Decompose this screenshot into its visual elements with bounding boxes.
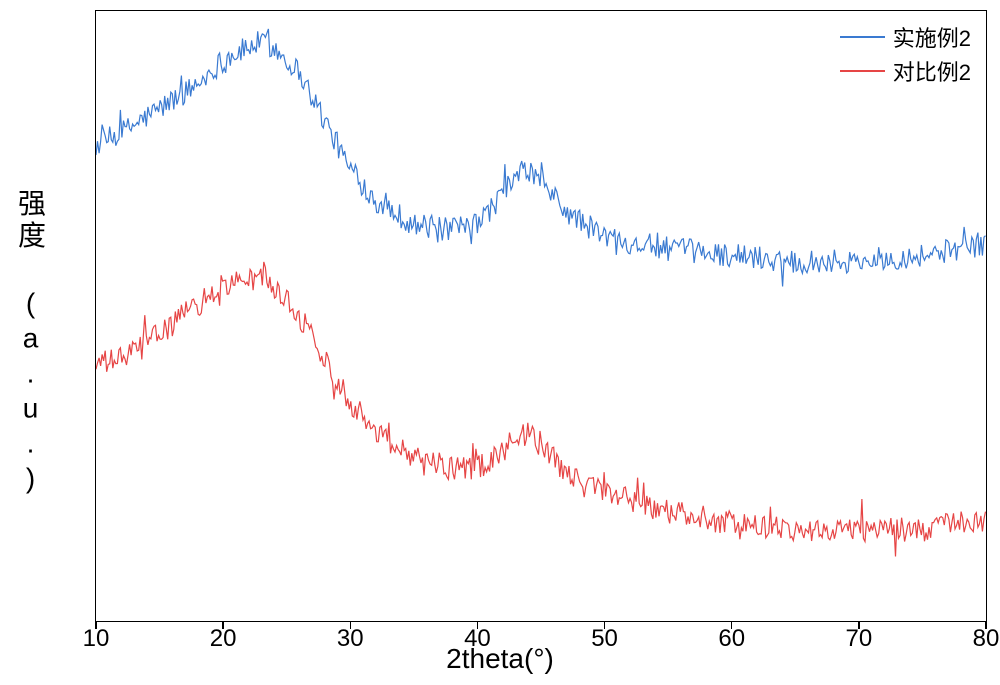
data-svg xyxy=(96,11,986,621)
xrd-chart: 强度 (a.u.) 实施例2 对比例2 1020304050607080 2th… xyxy=(0,0,1000,685)
x-tick-label: 60 xyxy=(718,625,745,653)
x-tick-label: 80 xyxy=(973,625,1000,653)
legend-row-0: 实施例2 xyxy=(840,21,971,53)
legend-label-0: 实施例2 xyxy=(893,21,971,53)
x-tick-label: 30 xyxy=(337,625,364,653)
x-tick-label: 70 xyxy=(845,625,872,653)
y-axis-label: 强度 (a.u.) xyxy=(10,188,50,497)
x-tick-label: 50 xyxy=(591,625,618,653)
x-axis-label: 2theta(°) xyxy=(446,643,554,675)
x-tick-label: 20 xyxy=(210,625,237,653)
legend-row-1: 对比例2 xyxy=(840,55,971,87)
plot-area: 实施例2 对比例2 1020304050607080 xyxy=(95,10,987,622)
legend: 实施例2 对比例2 xyxy=(840,21,971,89)
x-tick-label: 10 xyxy=(83,625,110,653)
legend-swatch-1 xyxy=(840,70,885,72)
legend-label-1: 对比例2 xyxy=(893,55,971,87)
legend-swatch-0 xyxy=(840,36,885,38)
series-line-1 xyxy=(96,262,986,557)
